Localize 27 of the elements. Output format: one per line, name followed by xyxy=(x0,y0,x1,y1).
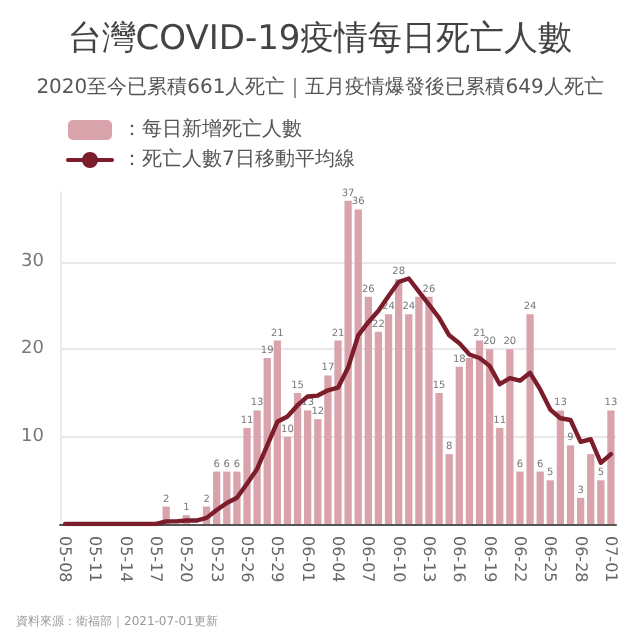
chart-title: 台灣COVID-19疫情每日死亡人數 xyxy=(67,19,573,59)
x-tick-label: 05-26 xyxy=(238,536,257,583)
x-tick-label: 06-04 xyxy=(329,536,347,583)
x-tick-label: 06-19 xyxy=(480,536,499,583)
y-tick-label: 10 xyxy=(21,426,45,447)
y-tick-label: 20 xyxy=(21,339,45,360)
chart-subtitle: 2020至今已累積661人死亡｜五月疫情爆發後已累積649人死亡 xyxy=(36,75,604,99)
x-tick-label: 06-22 xyxy=(510,536,529,583)
x-tick-label: 06-28 xyxy=(571,536,590,583)
x-tick-label: 05-23 xyxy=(207,536,226,583)
x-tick-label: 06-07 xyxy=(359,536,378,583)
x-tick-label: 05-11 xyxy=(86,536,105,583)
x-tick-label: 06-01 xyxy=(298,536,317,583)
x-tick-label: 05-17 xyxy=(147,536,166,583)
x-tick-label: 05-20 xyxy=(177,536,196,583)
x-tick-label: 05-14 xyxy=(116,536,135,583)
y-tick-label: 30 xyxy=(21,251,45,272)
x-tick-label: 07-01 xyxy=(601,536,620,583)
x-tick-label: 05-08 xyxy=(56,536,75,583)
x-tick-label: 06-13 xyxy=(419,536,438,583)
x-tick-label: 05-29 xyxy=(268,536,287,583)
x-tick-label: 06-16 xyxy=(450,536,469,583)
x-tick-label: 06-10 xyxy=(389,536,408,583)
legend-label: ：死亡人數7日移動平均線 xyxy=(122,147,355,171)
legend-label: ：每日新增死亡人數 xyxy=(122,117,302,141)
line-series xyxy=(62,276,614,527)
x-tick-label: 06-25 xyxy=(541,536,560,583)
